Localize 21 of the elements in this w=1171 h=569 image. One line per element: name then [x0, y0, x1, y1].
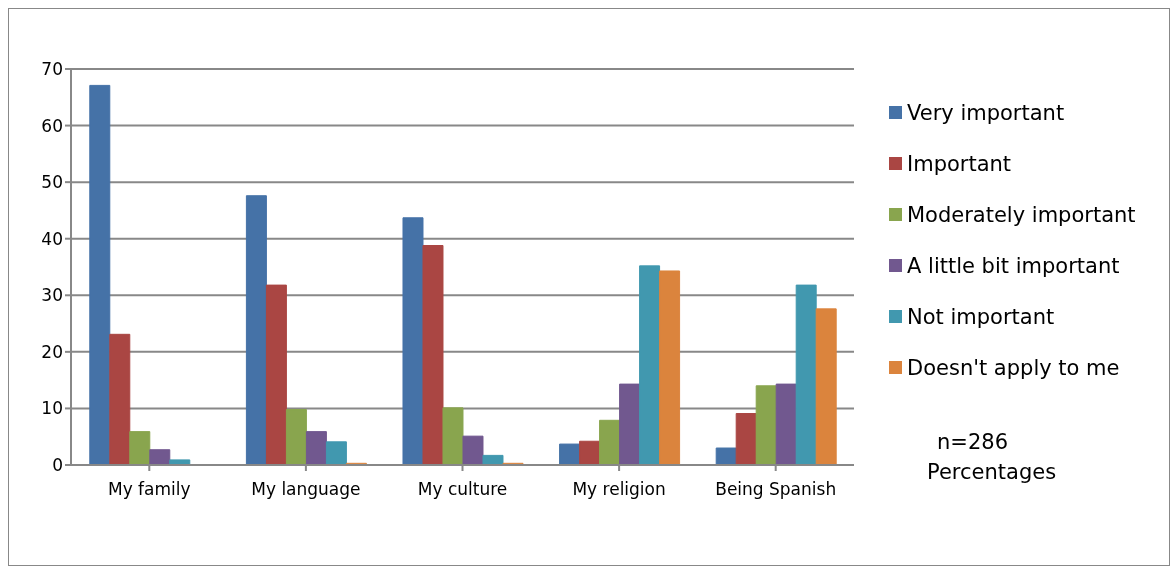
legend-label: Very important [907, 100, 1065, 125]
x-tick-label: Being Spanish [715, 479, 837, 500]
y-tick-label: 20 [41, 341, 63, 362]
x-tick-label: My family [108, 479, 191, 500]
x-tick-label: My culture [417, 479, 508, 500]
text: Percentages [927, 459, 1057, 486]
legend-label: Moderately important [907, 202, 1136, 227]
legend-label: Doesn't apply to me [907, 355, 1120, 380]
text: n=286 [937, 429, 1009, 456]
y-tick-label: 50 [41, 172, 63, 193]
x-tick-label: My religion [572, 479, 666, 500]
y-tick-label: 40 [41, 228, 63, 249]
y-tick-label: 30 [41, 285, 63, 306]
y-tick-label: 70 [41, 59, 63, 80]
y-tick-label: 10 [41, 398, 63, 419]
y-tick-label: 0 [52, 455, 63, 476]
legend-label: A little bit important [907, 253, 1120, 278]
legend-label: Important [907, 151, 1012, 176]
y-tick-label: 60 [41, 115, 63, 136]
x-tick-label: My language [251, 479, 361, 500]
legend-label: Not important [907, 304, 1055, 329]
